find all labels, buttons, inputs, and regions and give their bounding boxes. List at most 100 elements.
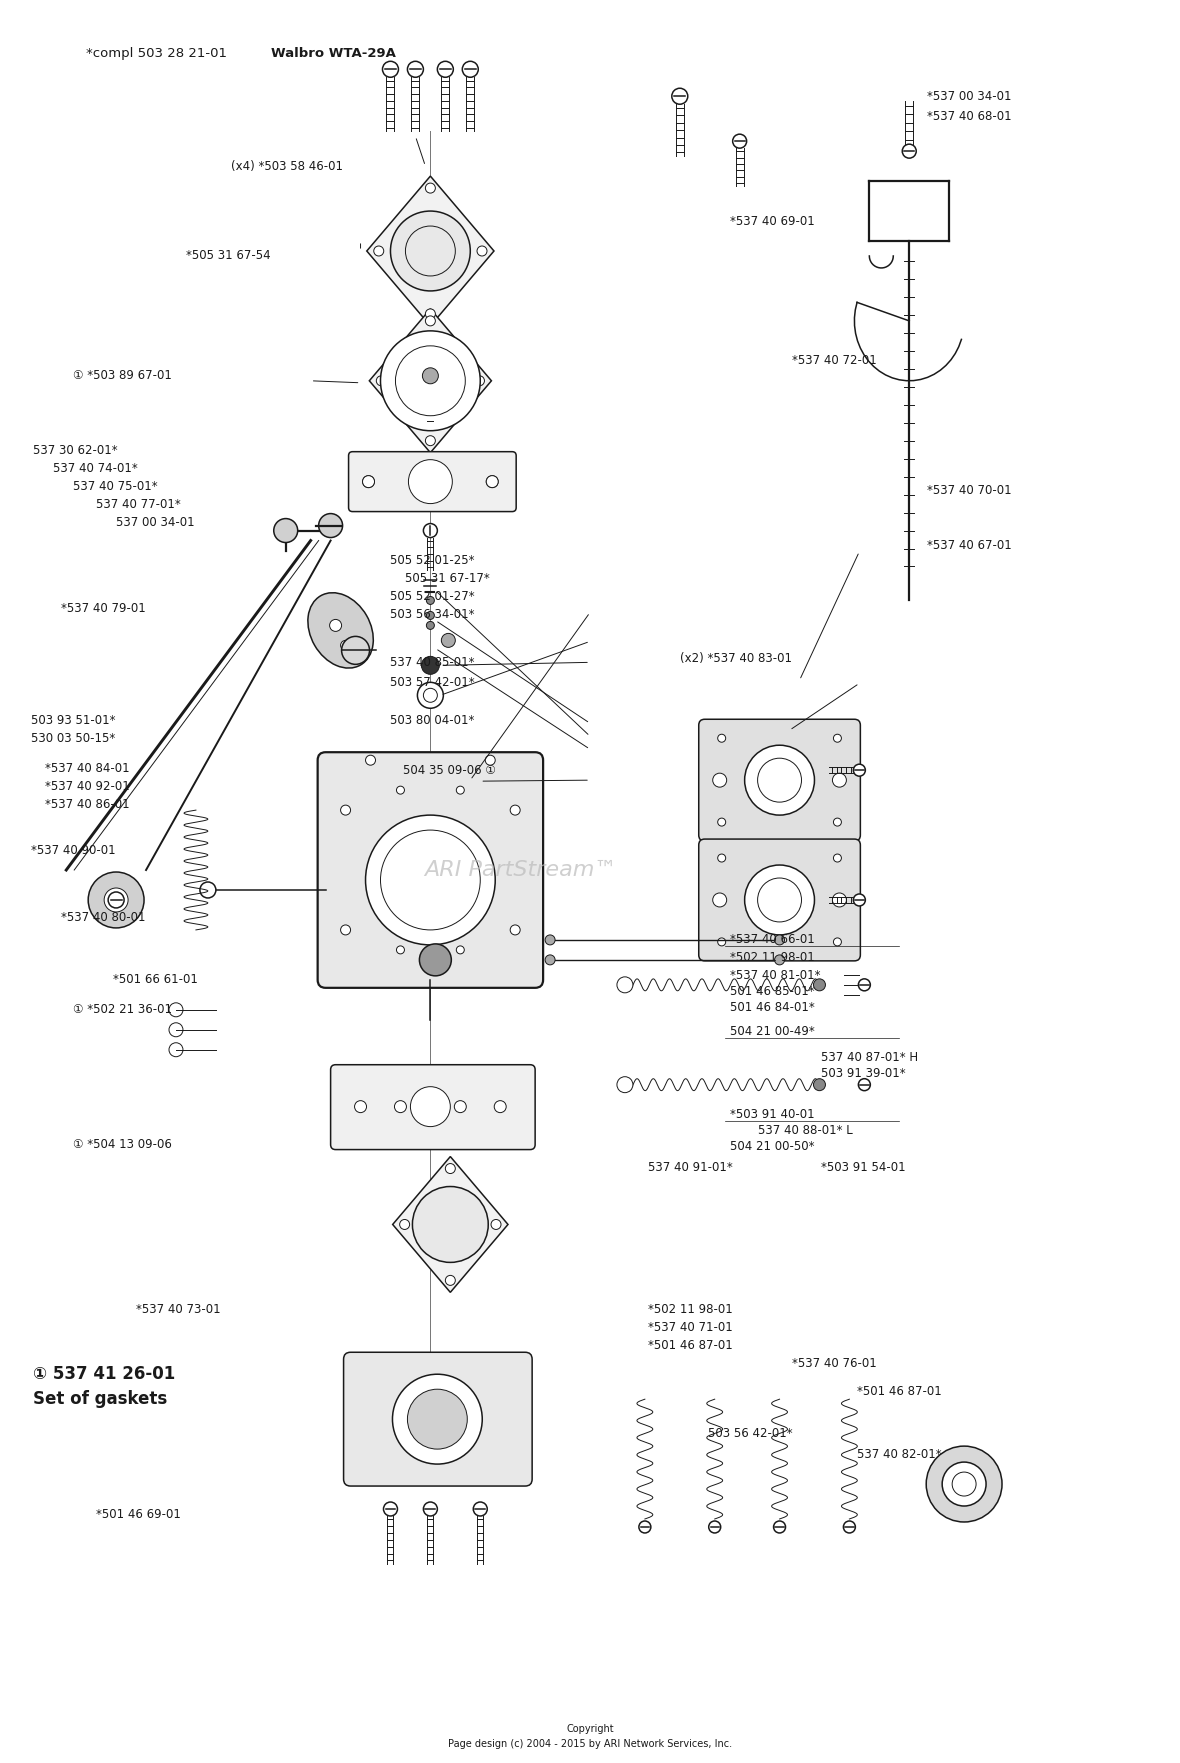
Polygon shape xyxy=(367,176,494,326)
Circle shape xyxy=(473,1502,487,1516)
Circle shape xyxy=(445,1164,455,1174)
Text: *compl 503 28 21-01: *compl 503 28 21-01 xyxy=(86,48,231,60)
Circle shape xyxy=(853,763,865,776)
FancyBboxPatch shape xyxy=(699,839,860,961)
Circle shape xyxy=(709,1521,721,1534)
Circle shape xyxy=(426,596,434,605)
Circle shape xyxy=(671,88,688,104)
Circle shape xyxy=(713,774,727,786)
Circle shape xyxy=(445,1275,455,1285)
Circle shape xyxy=(774,1521,786,1534)
Text: ① *502 21 36-01: ① *502 21 36-01 xyxy=(73,1003,172,1015)
Text: *537 40 79-01: *537 40 79-01 xyxy=(61,601,146,615)
Text: 501 46 85-01*: 501 46 85-01* xyxy=(729,986,814,998)
Circle shape xyxy=(329,619,341,631)
Text: *537 40 81-01*: *537 40 81-01* xyxy=(729,970,820,982)
Circle shape xyxy=(354,1100,367,1112)
Circle shape xyxy=(833,938,841,947)
Text: *537 40 84-01: *537 40 84-01 xyxy=(45,762,130,774)
Circle shape xyxy=(510,926,520,934)
Text: ① *504 13 09-06: ① *504 13 09-06 xyxy=(73,1139,172,1151)
Circle shape xyxy=(813,1079,826,1091)
Circle shape xyxy=(169,1042,183,1056)
Text: *537 40 66-01: *537 40 66-01 xyxy=(729,933,814,947)
Circle shape xyxy=(425,316,435,326)
Circle shape xyxy=(545,956,555,964)
Circle shape xyxy=(425,183,435,194)
Circle shape xyxy=(474,376,485,386)
Circle shape xyxy=(853,894,865,906)
FancyBboxPatch shape xyxy=(343,1352,532,1486)
Circle shape xyxy=(844,1521,856,1534)
Text: 530 03 50-15*: 530 03 50-15* xyxy=(32,732,116,744)
Circle shape xyxy=(362,476,374,488)
Text: ARI PartStream™: ARI PartStream™ xyxy=(424,860,616,880)
Text: 504 21 00-49*: 504 21 00-49* xyxy=(729,1026,814,1038)
Circle shape xyxy=(400,1220,409,1229)
Text: 537 30 62-01*: 537 30 62-01* xyxy=(33,444,118,457)
Circle shape xyxy=(485,755,496,765)
Circle shape xyxy=(774,934,785,945)
Text: 537 40 88-01* L: 537 40 88-01* L xyxy=(758,1125,852,1137)
Circle shape xyxy=(745,746,814,815)
Circle shape xyxy=(510,806,520,815)
Circle shape xyxy=(418,682,444,709)
Text: 537 40 74-01*: 537 40 74-01* xyxy=(53,462,138,476)
Circle shape xyxy=(942,1462,986,1506)
Circle shape xyxy=(341,926,350,934)
Text: ① 537 41 26-01: ① 537 41 26-01 xyxy=(33,1365,176,1384)
Circle shape xyxy=(833,733,841,742)
Text: *537 40 69-01: *537 40 69-01 xyxy=(729,215,814,227)
Circle shape xyxy=(617,1077,632,1093)
Text: (x4) *503 58 46-01: (x4) *503 58 46-01 xyxy=(231,160,343,173)
Text: *501 46 87-01: *501 46 87-01 xyxy=(858,1384,942,1398)
Text: *537 40 70-01: *537 40 70-01 xyxy=(927,485,1011,497)
Text: *537 40 67-01: *537 40 67-01 xyxy=(927,539,1012,552)
Circle shape xyxy=(407,62,424,78)
Text: 537 40 87-01* H: 537 40 87-01* H xyxy=(821,1051,918,1065)
Text: 503 56 42-01*: 503 56 42-01* xyxy=(708,1426,792,1440)
Polygon shape xyxy=(369,309,491,453)
Text: 505 52 01-25*: 505 52 01-25* xyxy=(391,554,476,568)
Circle shape xyxy=(425,309,435,319)
Text: 503 80 04-01*: 503 80 04-01* xyxy=(391,714,474,726)
Text: ① *503 89 67-01: ① *503 89 67-01 xyxy=(73,368,172,383)
Circle shape xyxy=(774,956,785,964)
Circle shape xyxy=(813,978,826,991)
Circle shape xyxy=(832,894,846,906)
Text: *503 91 54-01: *503 91 54-01 xyxy=(821,1162,906,1174)
Circle shape xyxy=(903,145,916,159)
Text: 505 52 01-27*: 505 52 01-27* xyxy=(391,591,476,603)
Circle shape xyxy=(491,1220,502,1229)
Circle shape xyxy=(745,866,814,934)
Text: 503 93 51-01*: 503 93 51-01* xyxy=(32,714,116,726)
Circle shape xyxy=(341,640,350,651)
Circle shape xyxy=(421,656,439,673)
FancyBboxPatch shape xyxy=(348,451,516,511)
Text: *537 40 92-01: *537 40 92-01 xyxy=(45,779,130,793)
Text: 501 46 84-01*: 501 46 84-01* xyxy=(729,1001,814,1014)
Text: *537 40 86-01: *537 40 86-01 xyxy=(45,797,130,811)
Text: *537 40 73-01: *537 40 73-01 xyxy=(136,1303,221,1315)
Circle shape xyxy=(425,435,435,446)
Text: *501 46 69-01: *501 46 69-01 xyxy=(96,1507,181,1520)
Circle shape xyxy=(457,947,464,954)
Circle shape xyxy=(457,786,464,793)
Circle shape xyxy=(382,62,399,78)
Circle shape xyxy=(319,513,342,538)
Circle shape xyxy=(717,853,726,862)
Circle shape xyxy=(424,524,438,538)
Circle shape xyxy=(486,476,498,488)
Text: 537 40 75-01*: 537 40 75-01* xyxy=(73,480,158,494)
Text: 503 91 39-01*: 503 91 39-01* xyxy=(821,1067,906,1081)
Text: *502 11 98-01: *502 11 98-01 xyxy=(648,1303,733,1315)
Circle shape xyxy=(169,1003,183,1017)
Circle shape xyxy=(545,934,555,945)
Circle shape xyxy=(362,476,374,488)
Circle shape xyxy=(88,873,144,927)
Text: 503 56 34-01*: 503 56 34-01* xyxy=(391,608,476,621)
Circle shape xyxy=(104,889,129,911)
Circle shape xyxy=(109,892,124,908)
Text: *537 40 68-01: *537 40 68-01 xyxy=(927,109,1011,123)
Circle shape xyxy=(274,518,297,543)
